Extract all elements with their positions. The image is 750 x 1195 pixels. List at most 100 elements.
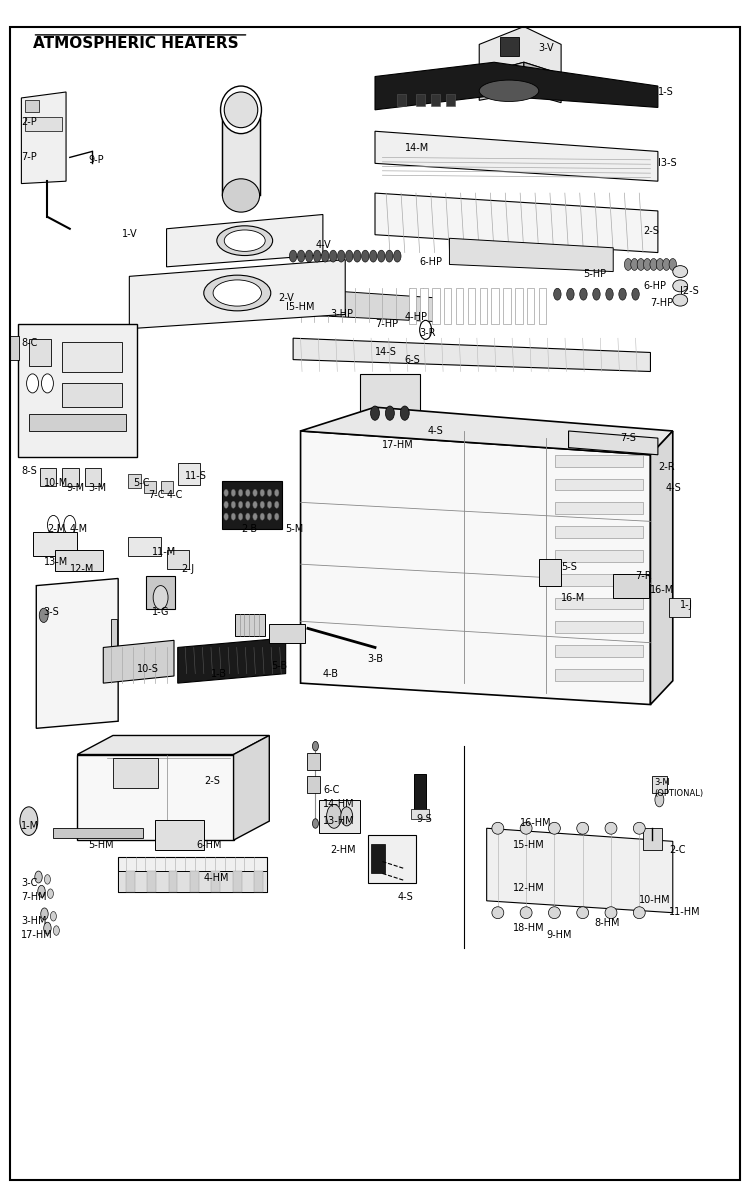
Circle shape bbox=[606, 288, 613, 300]
Circle shape bbox=[386, 406, 394, 421]
Circle shape bbox=[267, 513, 272, 520]
Circle shape bbox=[656, 258, 664, 270]
Text: 1-J: 1-J bbox=[680, 600, 693, 609]
Text: 9-M: 9-M bbox=[66, 483, 84, 494]
FancyBboxPatch shape bbox=[146, 576, 176, 609]
FancyBboxPatch shape bbox=[144, 480, 156, 492]
FancyBboxPatch shape bbox=[479, 288, 487, 324]
Circle shape bbox=[38, 885, 45, 897]
Text: 11-M: 11-M bbox=[152, 547, 176, 557]
Text: 3-M: 3-M bbox=[88, 483, 106, 494]
FancyBboxPatch shape bbox=[432, 288, 439, 324]
Circle shape bbox=[20, 807, 38, 835]
Polygon shape bbox=[118, 857, 267, 893]
Text: I5-HM: I5-HM bbox=[286, 302, 314, 312]
Text: 3-HP: 3-HP bbox=[330, 310, 353, 319]
Circle shape bbox=[313, 741, 319, 750]
Ellipse shape bbox=[577, 822, 589, 834]
FancyBboxPatch shape bbox=[111, 619, 117, 655]
FancyBboxPatch shape bbox=[430, 94, 439, 106]
Ellipse shape bbox=[633, 907, 645, 919]
FancyBboxPatch shape bbox=[166, 550, 189, 569]
Text: 1-V: 1-V bbox=[122, 228, 137, 239]
Circle shape bbox=[238, 513, 243, 520]
Circle shape bbox=[644, 258, 651, 270]
FancyBboxPatch shape bbox=[223, 112, 260, 196]
FancyBboxPatch shape bbox=[468, 288, 476, 324]
Polygon shape bbox=[487, 828, 673, 913]
FancyBboxPatch shape bbox=[555, 526, 643, 538]
Circle shape bbox=[39, 608, 48, 623]
FancyBboxPatch shape bbox=[62, 342, 122, 372]
Text: 6-HM: 6-HM bbox=[196, 840, 222, 850]
Circle shape bbox=[314, 250, 321, 262]
Circle shape bbox=[377, 250, 385, 262]
Circle shape bbox=[632, 288, 639, 300]
Text: 17-HM: 17-HM bbox=[382, 440, 414, 451]
Circle shape bbox=[394, 250, 401, 262]
Text: 16-M: 16-M bbox=[650, 586, 675, 595]
Ellipse shape bbox=[520, 907, 532, 919]
FancyBboxPatch shape bbox=[320, 799, 360, 833]
Circle shape bbox=[655, 792, 664, 807]
Circle shape bbox=[253, 501, 257, 508]
Ellipse shape bbox=[673, 294, 688, 306]
Text: 3-V: 3-V bbox=[538, 43, 554, 53]
FancyBboxPatch shape bbox=[446, 94, 454, 106]
Circle shape bbox=[238, 501, 243, 508]
FancyBboxPatch shape bbox=[125, 871, 134, 893]
Text: 7-P: 7-P bbox=[22, 153, 38, 163]
Circle shape bbox=[47, 889, 53, 899]
Circle shape bbox=[386, 250, 393, 262]
Text: 4-HM: 4-HM bbox=[204, 874, 230, 883]
Circle shape bbox=[313, 819, 319, 828]
FancyBboxPatch shape bbox=[500, 37, 519, 56]
Ellipse shape bbox=[673, 265, 688, 277]
FancyBboxPatch shape bbox=[160, 480, 172, 492]
Circle shape bbox=[619, 288, 626, 300]
Ellipse shape bbox=[224, 229, 266, 251]
Polygon shape bbox=[36, 578, 118, 728]
Text: ATMOSPHERIC HEATERS: ATMOSPHERIC HEATERS bbox=[32, 36, 239, 51]
Text: 2-S: 2-S bbox=[643, 226, 658, 237]
Polygon shape bbox=[22, 92, 66, 184]
FancyBboxPatch shape bbox=[25, 100, 38, 112]
Circle shape bbox=[400, 406, 410, 421]
Polygon shape bbox=[104, 641, 174, 684]
FancyBboxPatch shape bbox=[25, 117, 62, 131]
Circle shape bbox=[231, 513, 236, 520]
FancyBboxPatch shape bbox=[669, 598, 690, 617]
Text: 11-HM: 11-HM bbox=[669, 907, 700, 917]
FancyBboxPatch shape bbox=[190, 871, 199, 893]
FancyBboxPatch shape bbox=[614, 574, 649, 598]
FancyBboxPatch shape bbox=[368, 835, 416, 883]
Circle shape bbox=[322, 250, 329, 262]
FancyBboxPatch shape bbox=[128, 537, 161, 556]
Polygon shape bbox=[479, 62, 524, 100]
FancyBboxPatch shape bbox=[456, 288, 464, 324]
FancyBboxPatch shape bbox=[211, 871, 220, 893]
Text: 6-C: 6-C bbox=[323, 785, 339, 795]
Polygon shape bbox=[77, 735, 269, 754]
Circle shape bbox=[638, 258, 644, 270]
Circle shape bbox=[260, 513, 265, 520]
Text: 1-S: 1-S bbox=[658, 87, 674, 97]
Text: 5-M: 5-M bbox=[286, 523, 304, 533]
Circle shape bbox=[420, 320, 431, 339]
Ellipse shape bbox=[548, 907, 560, 919]
Circle shape bbox=[346, 250, 353, 262]
Polygon shape bbox=[166, 214, 323, 266]
FancyBboxPatch shape bbox=[555, 550, 643, 562]
Text: 7-HP: 7-HP bbox=[650, 298, 674, 307]
Text: 2-S: 2-S bbox=[204, 776, 220, 785]
Text: 1-B: 1-B bbox=[211, 669, 227, 679]
Text: 7-C: 7-C bbox=[148, 490, 164, 501]
Circle shape bbox=[231, 501, 236, 508]
Text: 14-S: 14-S bbox=[375, 348, 397, 357]
Circle shape bbox=[353, 250, 361, 262]
FancyBboxPatch shape bbox=[503, 288, 511, 324]
Circle shape bbox=[224, 489, 228, 496]
Circle shape bbox=[224, 501, 228, 508]
FancyBboxPatch shape bbox=[416, 94, 425, 106]
FancyBboxPatch shape bbox=[28, 339, 51, 366]
